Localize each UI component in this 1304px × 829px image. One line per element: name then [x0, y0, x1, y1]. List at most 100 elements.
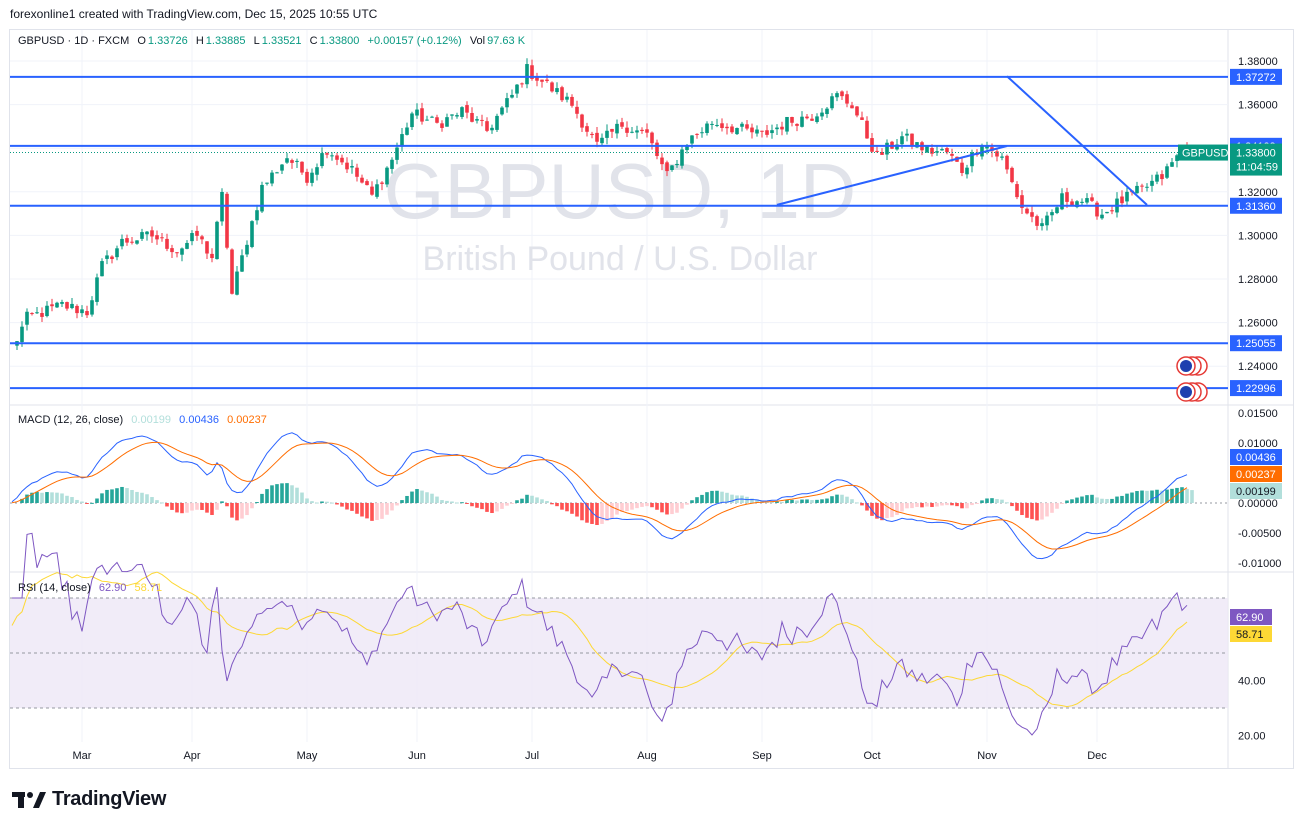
candle-body: [655, 142, 659, 156]
macd-histogram-bar: [560, 503, 564, 510]
candle-body: [505, 98, 509, 108]
macd-histogram-bar: [1115, 496, 1119, 503]
macd-histogram-bar: [800, 499, 804, 503]
macd-histogram-bar: [795, 500, 799, 503]
macd-histogram-bar: [60, 493, 64, 503]
candle-body: [795, 123, 799, 126]
macd-histogram-bar: [340, 503, 344, 507]
candle-body: [995, 151, 999, 157]
candle-body: [785, 116, 789, 132]
macd-line: [11, 432, 1188, 560]
candle-body: [225, 193, 229, 248]
macd-histogram-bar: [535, 497, 539, 503]
macd-tick-label: 0.01000: [1238, 438, 1278, 450]
level-label-bg: [1230, 335, 1282, 352]
macd-histogram-bar: [1080, 496, 1084, 503]
macd-histogram-bar: [490, 503, 494, 514]
candle-body: [1035, 216, 1039, 226]
macd-histogram-bar: [680, 503, 684, 509]
price-tick-label: 1.32000: [1238, 187, 1278, 199]
legend-symbol[interactable]: GBPUSD · 1D · FXCM: [18, 35, 130, 47]
macd-histogram-bar: [290, 485, 294, 503]
macd-histogram-bar: [805, 499, 809, 503]
candle-body: [60, 302, 64, 304]
macd-histogram-bar: [405, 495, 409, 503]
macd-histogram-bar: [610, 503, 614, 519]
macd-histogram-bar: [125, 488, 129, 503]
candle-body: [350, 166, 354, 168]
macd-histogram-bar: [65, 495, 69, 503]
macd-histogram-bar: [370, 503, 374, 521]
candle-body: [700, 132, 704, 134]
candle-body: [465, 105, 469, 113]
candle-body: [45, 305, 49, 317]
candle-body: [30, 313, 34, 315]
candle-body: [565, 96, 569, 100]
candle-body: [1050, 212, 1054, 216]
macd-histogram-bar: [45, 492, 49, 503]
candle-body: [525, 64, 529, 85]
flag-icon: [1180, 386, 1192, 398]
macd-histogram-bar: [1185, 488, 1189, 503]
macd-histogram-bar: [1085, 495, 1089, 503]
macd-histogram-bar: [985, 498, 989, 503]
macd-histogram-bar: [25, 494, 29, 503]
candle-body: [215, 221, 219, 260]
candle-body: [165, 238, 169, 249]
candle-body: [335, 155, 339, 160]
macd-histogram-bar: [380, 503, 384, 519]
macd-histogram-bar: [440, 500, 444, 503]
candle-body: [490, 127, 494, 131]
macd-histogram-bar: [420, 490, 424, 503]
macd-histogram-bar: [1150, 490, 1154, 503]
tradingview-icon: [12, 791, 46, 808]
month-tick-label: Nov: [977, 750, 997, 762]
candle-body: [255, 210, 259, 221]
candle-body: [495, 115, 499, 130]
symbol-badge-bg: [1178, 144, 1228, 161]
month-tick-label: May: [297, 750, 318, 762]
candle-body: [900, 136, 904, 145]
macd-histogram-bar: [1165, 489, 1169, 503]
macd-histogram-bar: [585, 503, 589, 523]
price-tick-label: 1.36000: [1238, 100, 1278, 112]
macd-badge: 0.00199: [1236, 486, 1276, 498]
tradingview-logo[interactable]: TradingView: [12, 788, 166, 811]
macd-histogram-bar: [890, 503, 894, 518]
candle-body: [20, 326, 24, 343]
candle-body: [630, 131, 634, 133]
candle-body: [925, 146, 929, 153]
candle-body: [310, 172, 314, 183]
macd-histogram-bar: [1010, 503, 1014, 507]
macd-histogram-bar: [435, 496, 439, 503]
macd-histogram-bar: [110, 489, 114, 503]
candle-body: [815, 116, 819, 122]
macd-histogram-bar: [165, 503, 169, 507]
candle-body: [1015, 184, 1019, 198]
macd-histogram-bar: [280, 483, 284, 503]
macd-histogram-bar: [250, 503, 254, 509]
candle-body: [1090, 197, 1094, 201]
candle-body: [560, 87, 564, 101]
macd-histogram-bar: [365, 503, 369, 519]
candle-body: [430, 116, 434, 118]
candle-body: [1020, 195, 1024, 208]
macd-histogram-bar: [1095, 497, 1099, 503]
macd-histogram-bar: [495, 503, 499, 512]
candle-body: [945, 148, 949, 153]
macd-histogram-bar: [470, 503, 474, 507]
candle-body: [620, 122, 624, 127]
macd-histogram-bar: [210, 503, 214, 515]
macd-histogram-bar: [565, 503, 569, 512]
macd-histogram-bar: [320, 501, 324, 503]
month-tick-label: Jun: [408, 750, 426, 762]
macd-histogram: [20, 483, 1194, 526]
macd-tick-label: 0.01500: [1238, 408, 1278, 420]
candle-body: [305, 171, 309, 183]
macd-title[interactable]: MACD (12, 26, close): [18, 414, 124, 426]
candle-body: [755, 129, 759, 134]
rsi-badge: 62.90: [1236, 612, 1264, 624]
rsi-title[interactable]: RSI (14, close): [18, 582, 91, 594]
candle-body: [345, 162, 349, 170]
